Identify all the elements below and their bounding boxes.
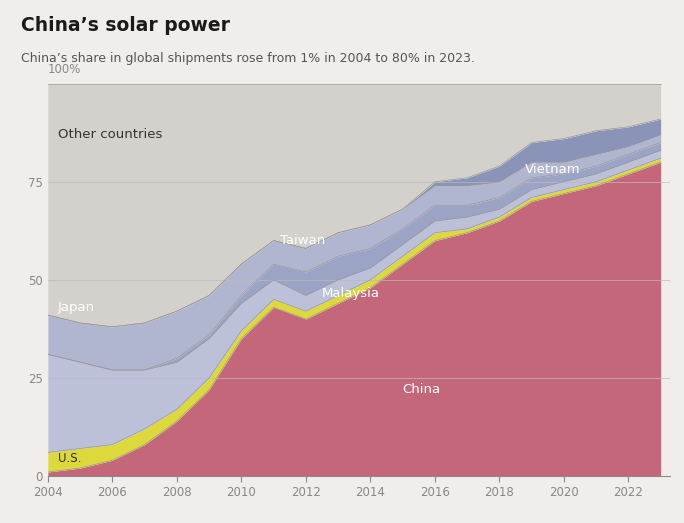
Text: Taiwan: Taiwan [280,234,326,247]
Text: China’s share in global shipments rose from 1% in 2004 to 80% in 2023.: China’s share in global shipments rose f… [21,52,475,65]
Text: Japan: Japan [57,301,94,314]
Text: U.S.: U.S. [57,452,81,465]
Text: China’s solar power: China’s solar power [21,16,230,35]
Text: China: China [403,383,440,396]
Text: Other countries: Other countries [57,128,162,141]
Text: 100%: 100% [48,63,81,76]
Text: Malaysia: Malaysia [322,287,380,300]
Text: Vietnam: Vietnam [525,164,581,176]
